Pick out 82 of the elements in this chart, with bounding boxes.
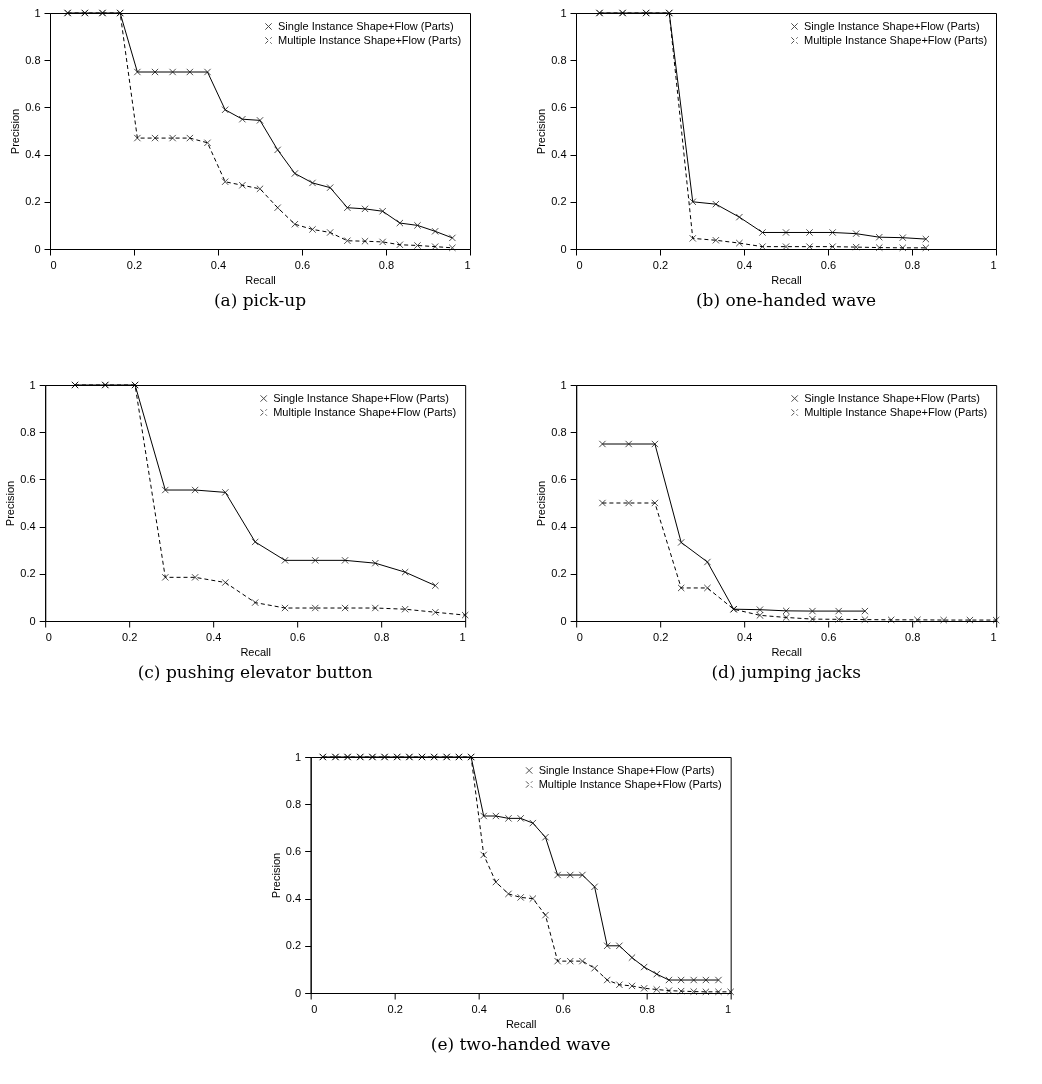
text: (e) two-handed wave xyxy=(430,1034,611,1054)
x-tick-label: 0 xyxy=(50,258,57,271)
y-tick-label: 0 xyxy=(560,242,567,255)
legend-label: Multiple Instance Shape+Flow (Parts) xyxy=(538,777,722,790)
x-axis-title: Recall xyxy=(245,273,276,286)
y-tick-label: 1 xyxy=(295,750,302,763)
legend-label: Multiple Instance Shape+Flow (Parts) xyxy=(273,405,457,418)
y-tick-label: 0.8 xyxy=(551,425,567,438)
y-tick-label: 0.4 xyxy=(285,892,302,905)
y-tick-label: 0.6 xyxy=(551,100,567,113)
y-tick-label: 0.8 xyxy=(20,425,36,438)
x-tick-label: 1 xyxy=(990,630,997,643)
x-tick-label: 0.8 xyxy=(639,1002,655,1015)
x-tick-label: 0.8 xyxy=(374,630,390,643)
legend-label: Multiple Instance Shape+Flow (Parts) xyxy=(804,33,988,46)
y-tick-label: 1 xyxy=(560,378,567,391)
x-tick-label: 1 xyxy=(464,258,471,271)
y-tick-label: 0.6 xyxy=(25,100,41,113)
y-axis-title: Precision xyxy=(535,108,548,155)
y-tick-label: 0.4 xyxy=(20,520,36,533)
y-tick-label: 0.8 xyxy=(25,53,41,66)
y-tick-label: 0.2 xyxy=(551,567,567,580)
legend-label: Multiple Instance Shape+Flow (Parts) xyxy=(278,33,462,46)
y-tick-label: 0.4 xyxy=(551,520,567,533)
y-tick-label: 0.6 xyxy=(20,472,36,485)
x-axis-title: Recall xyxy=(771,645,802,658)
x-tick-label: 0.6 xyxy=(820,258,837,271)
x-tick-label: 0 xyxy=(311,1002,318,1015)
x-axis-title: Recall xyxy=(240,645,271,658)
y-tick-label: 0.6 xyxy=(551,472,567,485)
legend-label: Single Instance Shape+Flow (Parts) xyxy=(804,391,980,404)
legend-label: Single Instance Shape+Flow (Parts) xyxy=(273,391,449,404)
x-tick-label: 0.4 xyxy=(737,630,753,643)
x-tick-label: 0.2 xyxy=(653,630,669,643)
x-tick-label: 0.4 xyxy=(736,258,753,271)
y-tick-label: 0.2 xyxy=(285,939,302,952)
y-tick-label: 0.2 xyxy=(25,195,41,208)
x-tick-label: 0.4 xyxy=(206,630,222,643)
y-tick-label: 0.8 xyxy=(285,797,302,810)
y-tick-label: 0.4 xyxy=(25,148,41,161)
x-tick-label: 0 xyxy=(45,630,52,643)
text: (c) pushing elevator button xyxy=(137,662,373,682)
y-tick-label: 0 xyxy=(295,986,302,999)
y-tick-label: 0 xyxy=(34,242,41,255)
x-tick-label: 1 xyxy=(459,630,466,643)
x-tick-label: 1 xyxy=(725,1002,732,1015)
x-axis-title: Recall xyxy=(771,273,802,286)
y-tick-label: 0.2 xyxy=(20,567,36,580)
x-tick-label: 0.8 xyxy=(905,630,921,643)
legend-label: Single Instance Shape+Flow (Parts) xyxy=(538,763,715,776)
legend-label: Single Instance Shape+Flow (Parts) xyxy=(278,19,454,32)
y-tick-label: 1 xyxy=(29,378,36,391)
text: (a) pick-up xyxy=(213,290,307,310)
x-tick-label: 0.8 xyxy=(904,258,921,271)
y-tick-label: 0.4 xyxy=(551,148,567,161)
y-tick-label: 0 xyxy=(29,614,36,627)
y-tick-label: 1 xyxy=(34,6,41,19)
x-tick-label: 0.4 xyxy=(471,1002,487,1015)
x-tick-label: 0 xyxy=(576,258,583,271)
x-tick-label: 0.2 xyxy=(387,1002,403,1015)
x-tick-label: 0 xyxy=(576,630,583,643)
y-tick-label: 0.8 xyxy=(551,53,567,66)
x-tick-label: 0.2 xyxy=(126,258,143,271)
text: (b) one-handed wave xyxy=(695,290,877,310)
x-tick-label: 0.6 xyxy=(821,630,837,643)
y-tick-label: 1 xyxy=(560,6,567,19)
y-tick-label: 0 xyxy=(560,614,567,627)
y-tick-label: 0.6 xyxy=(285,844,302,857)
x-tick-label: 0.2 xyxy=(122,630,138,643)
x-axis-title: Recall xyxy=(505,1017,537,1030)
x-tick-label: 0.4 xyxy=(210,258,227,271)
y-tick-label: 0.2 xyxy=(551,195,567,208)
y-axis-title: Precision xyxy=(4,480,17,527)
y-axis-title: Precision xyxy=(535,480,548,527)
x-tick-label: 0.8 xyxy=(378,258,395,271)
x-tick-label: 1 xyxy=(990,258,997,271)
y-axis-title: Precision xyxy=(9,108,22,155)
y-axis-title: Precision xyxy=(269,852,282,899)
x-tick-label: 0.2 xyxy=(652,258,669,271)
legend-label: Single Instance Shape+Flow (Parts) xyxy=(804,19,980,32)
legend-label: Multiple Instance Shape+Flow (Parts) xyxy=(804,405,988,418)
text: (d) jumping jacks xyxy=(711,662,861,682)
